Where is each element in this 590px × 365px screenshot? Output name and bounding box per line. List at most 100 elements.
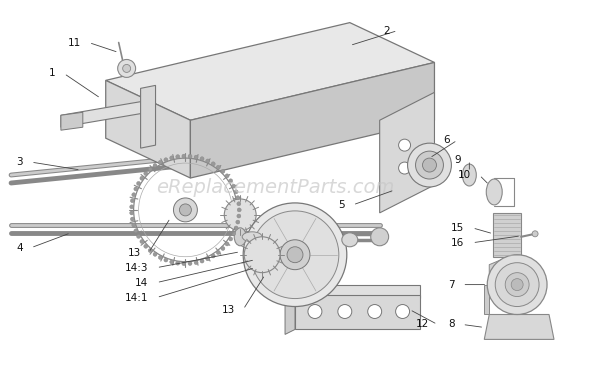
Text: 16: 16: [451, 238, 464, 248]
Circle shape: [368, 304, 382, 319]
Circle shape: [144, 244, 148, 248]
Circle shape: [415, 151, 444, 179]
Circle shape: [158, 160, 162, 164]
Ellipse shape: [342, 233, 358, 247]
Text: 14: 14: [135, 278, 149, 288]
Circle shape: [221, 246, 225, 250]
Polygon shape: [106, 80, 191, 178]
Circle shape: [170, 260, 173, 264]
Circle shape: [399, 162, 411, 174]
Circle shape: [237, 208, 241, 212]
Circle shape: [123, 65, 130, 72]
Circle shape: [511, 278, 523, 291]
Text: 10: 10: [458, 170, 471, 180]
Circle shape: [200, 259, 204, 263]
Circle shape: [179, 204, 191, 216]
Circle shape: [487, 255, 547, 315]
Circle shape: [532, 231, 538, 237]
Circle shape: [136, 234, 140, 238]
Circle shape: [182, 262, 186, 266]
Circle shape: [144, 172, 148, 176]
Circle shape: [194, 261, 198, 265]
Circle shape: [229, 237, 232, 241]
Ellipse shape: [371, 228, 389, 246]
Circle shape: [132, 223, 136, 227]
Polygon shape: [61, 100, 149, 127]
Circle shape: [232, 184, 235, 188]
Text: 7: 7: [448, 280, 454, 289]
Circle shape: [148, 167, 152, 171]
Circle shape: [140, 239, 144, 243]
Circle shape: [130, 217, 135, 221]
Text: 12: 12: [416, 319, 430, 330]
Circle shape: [399, 139, 411, 151]
Circle shape: [232, 232, 235, 236]
Polygon shape: [191, 62, 434, 178]
Text: 11: 11: [68, 38, 81, 47]
Ellipse shape: [242, 232, 262, 242]
Text: 6: 6: [442, 135, 450, 145]
Text: 3: 3: [17, 157, 23, 167]
Circle shape: [136, 181, 140, 185]
Text: 1: 1: [50, 68, 56, 78]
Circle shape: [188, 261, 192, 265]
Circle shape: [396, 304, 409, 319]
Polygon shape: [484, 285, 489, 315]
Circle shape: [422, 158, 437, 172]
Circle shape: [206, 257, 210, 261]
Circle shape: [158, 255, 162, 260]
Circle shape: [130, 199, 135, 203]
Ellipse shape: [486, 179, 502, 205]
Ellipse shape: [234, 228, 246, 246]
Circle shape: [194, 155, 198, 159]
Circle shape: [408, 143, 451, 187]
Circle shape: [280, 240, 310, 270]
Text: 8: 8: [448, 319, 454, 330]
Circle shape: [164, 258, 168, 262]
Circle shape: [236, 196, 240, 200]
Circle shape: [221, 169, 225, 173]
Polygon shape: [295, 295, 419, 330]
Polygon shape: [106, 23, 434, 120]
Circle shape: [505, 273, 529, 297]
Polygon shape: [489, 260, 501, 285]
Circle shape: [225, 174, 229, 178]
Text: 13: 13: [222, 304, 235, 315]
Text: 15: 15: [451, 223, 464, 233]
Circle shape: [117, 59, 136, 77]
Circle shape: [243, 203, 347, 307]
Text: 2: 2: [383, 26, 389, 35]
Circle shape: [140, 176, 144, 180]
Polygon shape: [380, 92, 434, 213]
Circle shape: [237, 202, 241, 206]
Circle shape: [211, 162, 215, 166]
Circle shape: [229, 179, 232, 183]
Circle shape: [338, 304, 352, 319]
Circle shape: [244, 237, 280, 273]
Circle shape: [217, 165, 220, 169]
Text: 4: 4: [17, 243, 23, 253]
Text: 14:3: 14:3: [125, 263, 149, 273]
Circle shape: [132, 193, 136, 197]
Circle shape: [176, 261, 180, 265]
Circle shape: [251, 211, 339, 299]
Circle shape: [188, 154, 192, 158]
Polygon shape: [493, 213, 521, 257]
Circle shape: [130, 205, 134, 209]
Circle shape: [148, 249, 152, 253]
Circle shape: [170, 156, 173, 160]
Circle shape: [130, 211, 134, 215]
Circle shape: [164, 158, 168, 162]
Circle shape: [206, 159, 210, 163]
Text: 13: 13: [127, 248, 140, 258]
Circle shape: [237, 214, 241, 218]
Circle shape: [153, 252, 157, 256]
Circle shape: [217, 250, 220, 254]
Circle shape: [176, 155, 180, 159]
Text: 9: 9: [455, 155, 461, 165]
Circle shape: [173, 198, 198, 222]
Circle shape: [224, 199, 256, 231]
Polygon shape: [484, 315, 554, 339]
Circle shape: [211, 254, 215, 258]
Text: 5: 5: [338, 200, 345, 210]
